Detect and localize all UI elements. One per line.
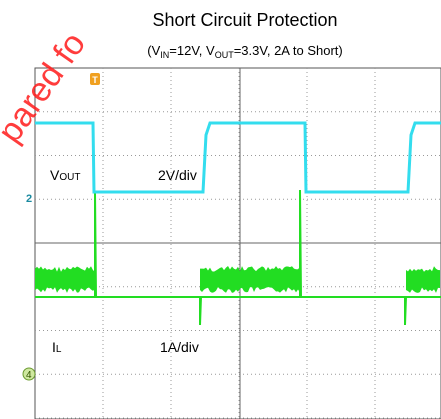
subtitle-part: =3.3V, 2A to Short) [234,43,343,58]
il-scale: 1A/div [160,339,199,355]
vout-scale: 2V/div [158,167,197,183]
subtitle: (VIN=12V, VOUT=3.3V, 2A to Short) [147,43,342,60]
ch4-marker: 4 [26,370,32,381]
subtitle-sub: OUT [215,50,235,60]
label-sub: L [56,344,62,355]
vout-label: VOUT [50,167,80,183]
ch2-marker: 2 [26,193,32,205]
trigger-marker: T [92,75,98,85]
title: Short Circuit Protection [152,10,337,30]
inductor-current-noise [35,266,440,293]
subtitle-part: (V [147,43,160,58]
il-label: IL [52,339,62,355]
label-main: I [52,339,56,355]
output-voltage [35,121,441,194]
label-sub: OUT [59,172,80,183]
subtitle-part: =12V, V [169,43,215,58]
label-main: V [50,167,60,183]
inductor-current [35,189,441,326]
trigger-marker-bg [90,73,100,85]
grid [35,68,441,419]
subtitle-sub: IN [160,50,169,60]
ch4-marker-bg [22,367,36,381]
